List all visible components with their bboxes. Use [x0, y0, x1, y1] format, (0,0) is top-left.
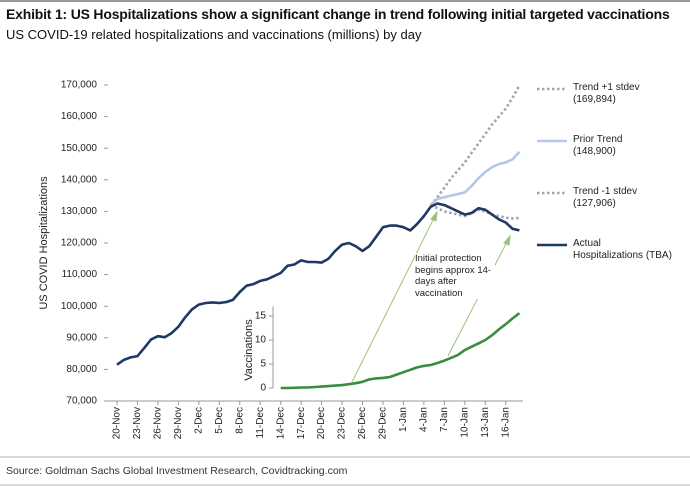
y2-tick-label: 0: [260, 383, 266, 394]
source: Source: Goldman Sachs Global Investment …: [6, 465, 348, 477]
x-tick-label: 13-Jan: [480, 407, 491, 438]
legend-label: Trend +1 stdev: [573, 82, 640, 93]
y-tick-label: 120,000: [61, 238, 98, 249]
legend-text: Trend +1 stdev (169,894): [573, 82, 673, 106]
legend-item: Actual Hospitalizations (TBA): [537, 238, 687, 262]
legend-label: Prior Trend: [573, 134, 623, 145]
y2-tick-label: 10: [255, 335, 267, 346]
annotation: Initial protection begins approx 14-days…: [415, 253, 495, 299]
y2-axis-label: Vaccinations: [243, 319, 255, 381]
legend-item: Prior Trend (148,900): [537, 134, 687, 158]
y-tick-label: 150,000: [61, 143, 98, 154]
legend-item: Trend -1 stdev (127,906): [537, 186, 687, 210]
y2-tick-label: 5: [260, 359, 266, 370]
legend-item: Trend +1 stdev (169,894): [537, 82, 687, 106]
legend-label: Trend -1 stdev: [573, 186, 638, 197]
y-tick-label: 100,000: [61, 301, 98, 312]
x-tick-label: 2-Dec: [193, 407, 204, 434]
x-tick-label: 20-Nov: [112, 407, 123, 439]
y-tick-label: 160,000: [61, 111, 98, 122]
y-axis-label: US COVID Hospitalizations: [38, 176, 50, 310]
x-tick-label: 10-Jan: [459, 407, 470, 438]
legend-text: Actual Hospitalizations (TBA): [573, 238, 673, 262]
vaccination-line: [280, 312, 521, 390]
legend-value: (127,906): [573, 198, 616, 209]
legend-swatch: [537, 191, 567, 195]
legend-swatch: [537, 139, 567, 143]
x-tick-label: 8-Dec: [234, 407, 245, 434]
legend-label: Actual Hospitalizations (TBA): [573, 238, 672, 261]
x-tick-label: 26-Nov: [153, 407, 164, 439]
y-tick-label: 90,000: [66, 332, 97, 343]
x-tick-label: 11-Dec: [255, 407, 266, 439]
legend-value: (169,894): [573, 94, 616, 105]
x-tick-label: 29-Dec: [378, 407, 389, 439]
legend-text: Trend -1 stdev (127,906): [573, 186, 673, 210]
legend-swatch: [537, 243, 567, 247]
x-tick-label: 14-Dec: [275, 407, 286, 439]
y-tick-label: 130,000: [61, 206, 98, 217]
y-tick-label: 140,000: [61, 174, 98, 185]
legend-value: (148,900): [573, 146, 616, 157]
y-tick-label: 80,000: [66, 364, 97, 375]
series-line: [429, 84, 521, 206]
x-tick-label: 23-Dec: [337, 407, 348, 439]
x-tick-label: 16-Jan: [500, 407, 511, 438]
y-tick-label: 110,000: [62, 269, 98, 280]
x-tick-label: 7-Jan: [439, 407, 450, 432]
x-tick-label: 20-Dec: [316, 407, 327, 439]
x-tick-label: 26-Dec: [357, 407, 368, 439]
x-tick-label: 17-Dec: [296, 407, 307, 439]
x-tick-label: 5-Dec: [214, 407, 225, 434]
x-tick-label: 1-Jan: [398, 407, 409, 432]
subtitle: US COVID-19 related hospitalizations and…: [6, 27, 422, 42]
x-tick-label: 23-Nov: [132, 407, 143, 439]
series-line: [429, 150, 521, 207]
x-tick-label: 4-Jan: [419, 407, 430, 432]
x-tick-label: 29-Nov: [173, 407, 184, 439]
legend-text: Prior Trend (148,900): [573, 134, 673, 158]
y2-tick-label: 15: [255, 311, 267, 322]
title: Exhibit 1: US Hospitalizations show a si…: [6, 6, 670, 22]
y-tick-label: 170,000: [61, 80, 98, 91]
series-line: [116, 202, 520, 366]
legend-swatch: [537, 87, 567, 91]
y-tick-label: 70,000: [66, 396, 97, 407]
